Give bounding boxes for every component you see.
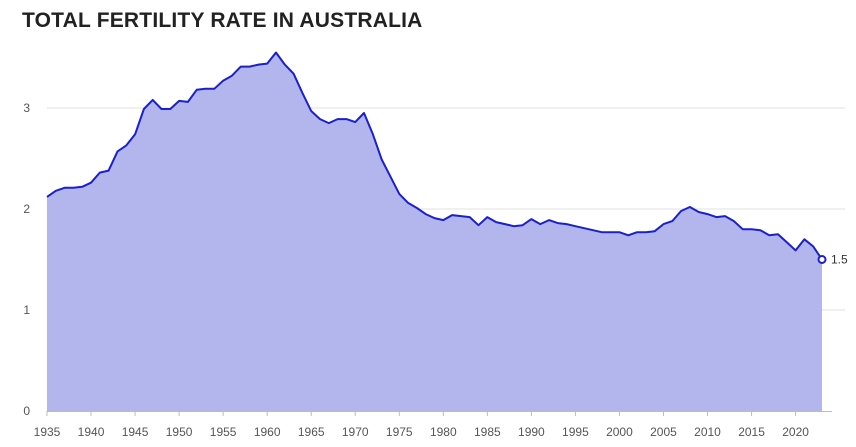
x-tick-label: 1985 <box>474 425 501 439</box>
x-tick-label: 1960 <box>254 425 281 439</box>
x-tick-label: 2015 <box>738 425 765 439</box>
x-tick-label: 1955 <box>210 425 237 439</box>
y-tick-label: 0 <box>23 404 30 418</box>
x-axis-ticks: 1935 1940 1945 1950 1955 1960 1965 1970 1975 1980… <box>34 411 809 439</box>
y-tick-label: 3 <box>23 101 30 115</box>
x-tick-label: 1945 <box>122 425 149 439</box>
y-tick-label: 2 <box>23 202 30 216</box>
x-tick-label: 1975 <box>386 425 413 439</box>
chart-title: TOTAL FERTILITY RATE IN AUSTRALIA <box>22 9 423 32</box>
x-tick-label: 1935 <box>34 425 61 439</box>
x-tick-label: 1995 <box>562 425 589 439</box>
x-tick-label: 1940 <box>78 425 105 439</box>
end-point-marker <box>817 255 827 264</box>
x-tick-label: 1970 <box>342 425 369 439</box>
x-tick-label: 1980 <box>430 425 457 439</box>
x-tick-label: 1950 <box>166 425 193 439</box>
x-tick-label: 1965 <box>298 425 325 439</box>
series-line <box>46 51 823 261</box>
x-tick-label: 2000 <box>606 425 633 439</box>
end-value-label: 1.5 <box>831 253 848 267</box>
x-tick-label: 2020 <box>782 425 809 439</box>
x-tick-label: 2010 <box>694 425 721 439</box>
x-tick-label: 2005 <box>650 425 677 439</box>
y-tick-label: 1 <box>23 303 30 317</box>
series-area-fill <box>47 52 822 411</box>
x-tick-label: 1990 <box>518 425 545 439</box>
y-axis-ticks: 0 1 2 3 <box>23 101 30 418</box>
